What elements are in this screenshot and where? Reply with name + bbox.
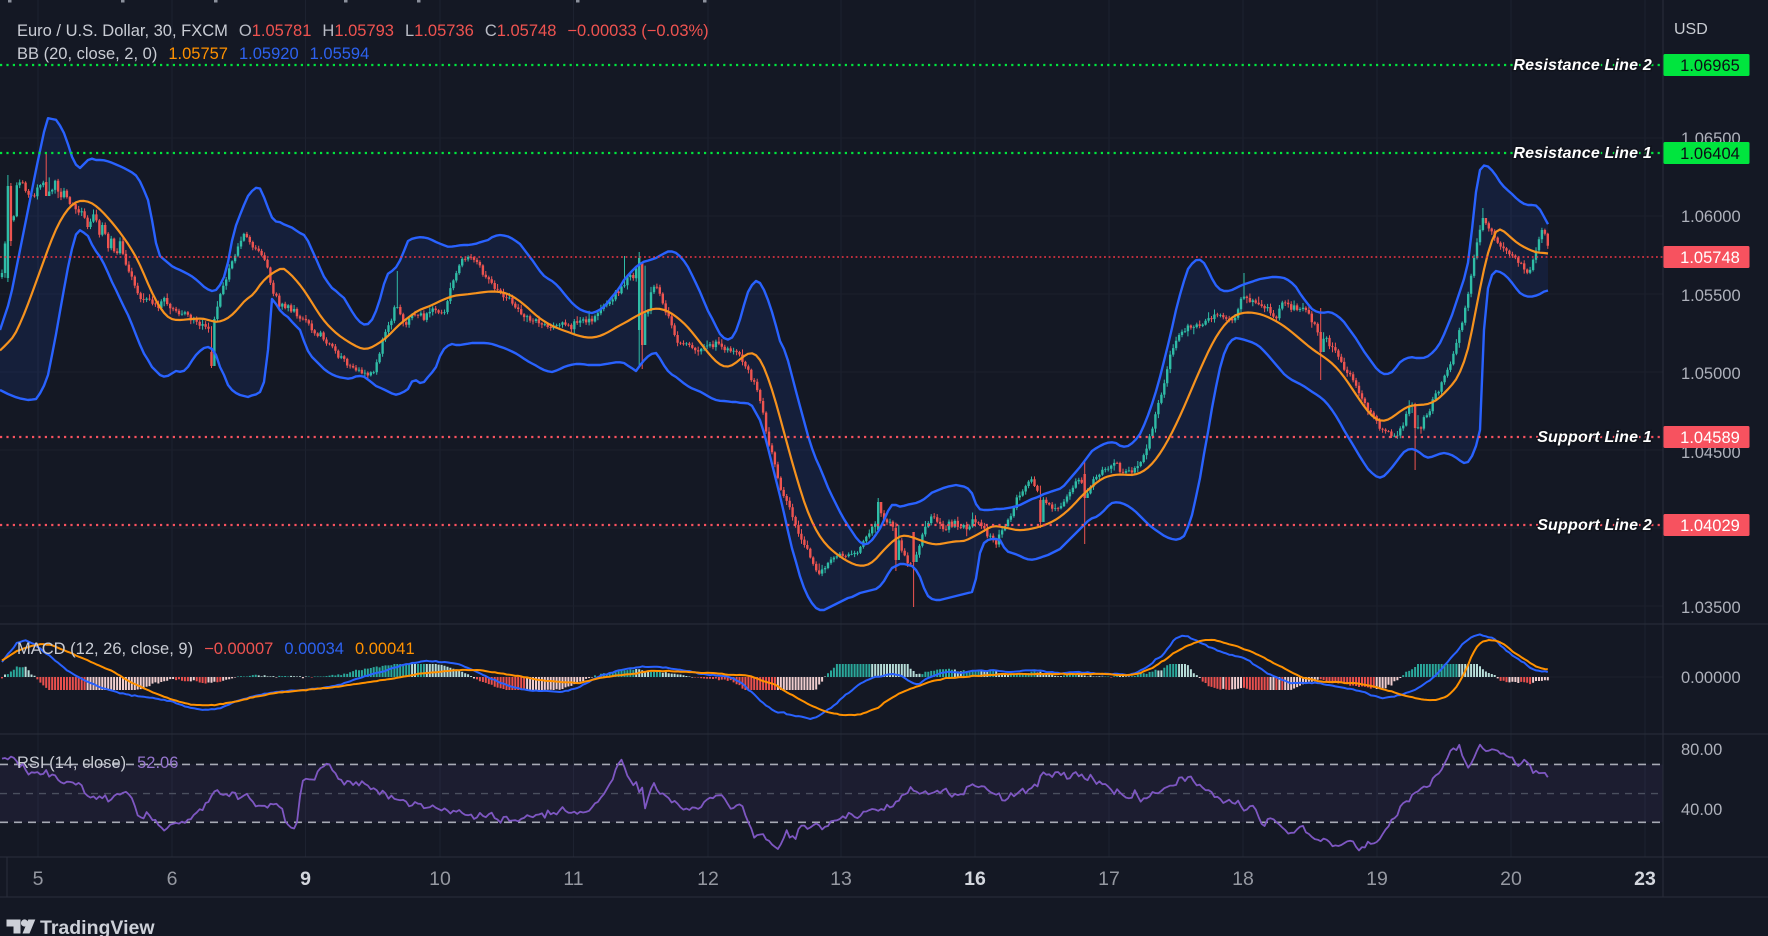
svg-text:1.05000: 1.05000	[1681, 365, 1741, 383]
svg-text:5: 5	[33, 868, 44, 890]
svg-text:1.04589: 1.04589	[1680, 429, 1740, 447]
svg-text:MACD (12, 26, close, 9)−0.0000: MACD (12, 26, close, 9) −0.00007 0.00034 0.…	[17, 640, 415, 658]
svg-text:1.04029: 1.04029	[1680, 517, 1740, 535]
svg-text:80.00: 80.00	[1681, 741, 1722, 759]
svg-text:Support Line 1: Support Line 1	[1537, 429, 1652, 446]
svg-text:18: 18	[1232, 868, 1254, 890]
svg-text:USD: USD	[1674, 21, 1708, 38]
svg-text:RSI (14, close)52.06: RSI (14, close) 52.06	[17, 754, 178, 772]
svg-text:16: 16	[964, 868, 986, 890]
svg-text:1.05748: 1.05748	[1680, 249, 1740, 267]
svg-text:1.04500: 1.04500	[1681, 444, 1741, 462]
svg-text:23: 23	[1634, 868, 1656, 890]
svg-text:Resistance Line 2: Resistance Line 2	[1513, 57, 1652, 74]
svg-text:20: 20	[1500, 868, 1522, 890]
svg-text:17: 17	[1098, 868, 1120, 890]
svg-text:1.03500: 1.03500	[1681, 599, 1741, 617]
svg-text:19: 19	[1366, 868, 1388, 890]
svg-text:1.05500: 1.05500	[1681, 287, 1741, 305]
svg-text:1.06404: 1.06404	[1680, 145, 1740, 163]
svg-text:40.00: 40.00	[1681, 801, 1722, 819]
svg-text:12: 12	[697, 868, 719, 890]
svg-text:1.06965: 1.06965	[1680, 57, 1740, 75]
svg-text:10: 10	[429, 868, 451, 890]
svg-text:Support Line 2: Support Line 2	[1537, 517, 1652, 534]
svg-text:9: 9	[300, 868, 311, 890]
svg-text:0.00000: 0.00000	[1681, 669, 1741, 687]
svg-text:6: 6	[167, 868, 178, 890]
svg-text:TradingView: TradingView	[40, 917, 155, 936]
svg-text:11: 11	[563, 868, 583, 890]
svg-text:Resistance Line 1: Resistance Line 1	[1513, 145, 1652, 162]
svg-text:1.06000: 1.06000	[1681, 208, 1741, 226]
svg-text:13: 13	[830, 868, 852, 890]
